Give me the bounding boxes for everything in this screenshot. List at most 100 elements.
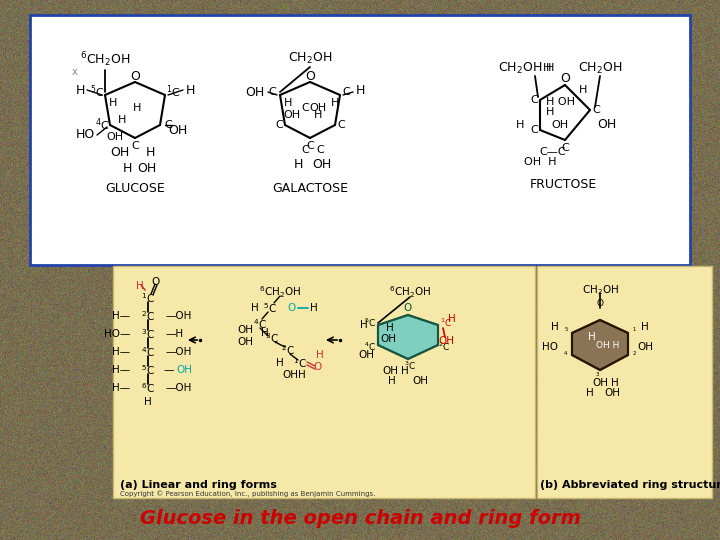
Text: $^5$C: $^5$C bbox=[263, 301, 277, 315]
Text: $^3$C: $^3$C bbox=[404, 360, 416, 372]
Text: $^1$C: $^1$C bbox=[141, 291, 155, 305]
Text: C: C bbox=[592, 105, 600, 115]
Text: —: — bbox=[163, 365, 174, 375]
Text: CH$_2$OH: CH$_2$OH bbox=[288, 50, 332, 65]
Text: C—C: C—C bbox=[540, 147, 567, 157]
Text: CH$_2$OH: CH$_2$OH bbox=[582, 283, 618, 297]
Text: $^5$: $^5$ bbox=[564, 327, 569, 335]
Text: OH: OH bbox=[552, 120, 569, 130]
Text: $^6$C: $^6$C bbox=[141, 381, 155, 395]
Text: H: H bbox=[310, 303, 318, 313]
Text: H: H bbox=[360, 320, 368, 330]
Text: $^3$C: $^3$C bbox=[141, 327, 155, 341]
Text: H: H bbox=[330, 98, 339, 108]
Text: (a) Linear and ring forms: (a) Linear and ring forms bbox=[120, 480, 277, 490]
Text: H: H bbox=[579, 85, 588, 95]
Text: C: C bbox=[337, 120, 345, 130]
Text: $^1$C: $^1$C bbox=[293, 356, 307, 370]
Text: C: C bbox=[306, 141, 314, 151]
Text: CH$_2$OH: CH$_2$OH bbox=[498, 60, 542, 76]
Text: H: H bbox=[546, 63, 554, 73]
Text: C: C bbox=[275, 120, 283, 130]
Text: O: O bbox=[288, 303, 296, 313]
Text: $^4$C: $^4$C bbox=[253, 317, 267, 331]
Text: H: H bbox=[109, 98, 117, 108]
Text: $^2$C: $^2$C bbox=[438, 341, 450, 353]
Text: OH: OH bbox=[237, 337, 253, 347]
Text: $^5$C: $^5$C bbox=[141, 363, 155, 377]
Text: O: O bbox=[130, 70, 140, 83]
Text: HO—: HO— bbox=[104, 329, 130, 339]
Text: O: O bbox=[152, 277, 160, 287]
Text: OH: OH bbox=[382, 366, 398, 376]
Text: OH: OH bbox=[246, 85, 265, 98]
Text: (b) Abbreviated ring structure: (b) Abbreviated ring structure bbox=[540, 480, 720, 490]
Text: OH: OH bbox=[438, 336, 454, 346]
Text: O: O bbox=[404, 303, 412, 313]
Text: OH: OH bbox=[107, 132, 124, 142]
Text: $^1$: $^1$ bbox=[631, 327, 636, 335]
Text: O: O bbox=[560, 72, 570, 85]
Text: $^4$C: $^4$C bbox=[95, 117, 109, 133]
Text: O: O bbox=[314, 362, 322, 372]
Text: O: O bbox=[596, 299, 603, 307]
Text: HO: HO bbox=[542, 342, 558, 352]
Text: OH: OH bbox=[637, 342, 653, 352]
Text: OH: OH bbox=[604, 388, 620, 398]
Text: —OH: —OH bbox=[166, 311, 192, 321]
Text: H: H bbox=[401, 366, 409, 376]
Bar bbox=[537, 266, 712, 498]
Polygon shape bbox=[378, 315, 438, 359]
Polygon shape bbox=[572, 320, 628, 370]
Text: OH: OH bbox=[312, 158, 332, 171]
Text: OH: OH bbox=[237, 325, 253, 335]
Text: H OH: H OH bbox=[546, 97, 575, 107]
Text: H: H bbox=[122, 161, 132, 174]
Text: $^4$C: $^4$C bbox=[141, 345, 155, 359]
Text: OH  H: OH H bbox=[523, 157, 557, 167]
Text: H: H bbox=[136, 281, 144, 291]
Text: OH: OH bbox=[110, 145, 130, 159]
Text: GLUCOSE: GLUCOSE bbox=[105, 181, 165, 194]
Text: C: C bbox=[131, 141, 139, 151]
Text: H: H bbox=[293, 158, 302, 171]
Text: C: C bbox=[301, 103, 309, 113]
Text: $^4$: $^4$ bbox=[564, 350, 569, 360]
Text: H: H bbox=[546, 107, 554, 117]
Text: H—: H— bbox=[112, 347, 130, 357]
Text: $^4$C: $^4$C bbox=[364, 341, 376, 353]
Text: H: H bbox=[251, 303, 259, 313]
Text: H: H bbox=[448, 314, 456, 324]
Text: $^3$: $^3$ bbox=[595, 372, 600, 381]
Text: H: H bbox=[611, 378, 619, 388]
Text: —H: —H bbox=[166, 329, 184, 339]
Text: H: H bbox=[276, 358, 284, 368]
Text: x: x bbox=[72, 67, 78, 77]
Text: GALACTOSE: GALACTOSE bbox=[272, 181, 348, 194]
Text: H: H bbox=[145, 145, 155, 159]
Text: $^6$CH$_2$OH: $^6$CH$_2$OH bbox=[389, 284, 431, 300]
Text: C: C bbox=[530, 95, 538, 105]
Text: OH: OH bbox=[598, 118, 616, 132]
Text: $^2$C: $^2$C bbox=[141, 309, 155, 323]
Text: OH: OH bbox=[592, 378, 608, 388]
Text: C: C bbox=[301, 145, 309, 155]
Text: $^2$C: $^2$C bbox=[281, 343, 295, 357]
Text: OH: OH bbox=[176, 365, 192, 375]
Text: $^3$C: $^3$C bbox=[265, 331, 279, 345]
Text: $^2$: $^2$ bbox=[631, 350, 636, 360]
Text: OH: OH bbox=[282, 370, 298, 380]
Text: H: H bbox=[314, 110, 322, 120]
Text: H: H bbox=[118, 115, 126, 125]
Text: H—: H— bbox=[112, 365, 130, 375]
Text: O: O bbox=[305, 70, 315, 83]
Text: $^1$C: $^1$C bbox=[166, 84, 180, 100]
Text: OH: OH bbox=[310, 103, 327, 113]
Text: CH$_2$OH: CH$_2$OH bbox=[578, 60, 622, 76]
Text: C: C bbox=[164, 120, 172, 130]
Text: H: H bbox=[543, 63, 552, 73]
Text: H: H bbox=[388, 376, 396, 386]
Text: OH: OH bbox=[138, 161, 157, 174]
Text: OH: OH bbox=[168, 124, 188, 137]
Text: H: H bbox=[284, 98, 292, 108]
